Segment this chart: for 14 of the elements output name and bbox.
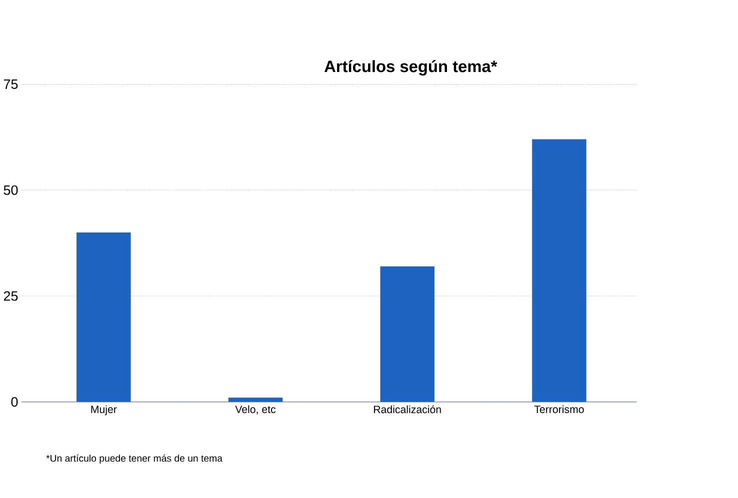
- y-tick-label: 75: [4, 80, 18, 90]
- y-tick-label: 0: [11, 397, 18, 407]
- x-tick-label: Velo, etc: [235, 405, 276, 414]
- x-tick-label: Terrorismo: [534, 405, 584, 414]
- text: *Un artículo puede tener más de un tema: [46, 454, 222, 464]
- chart-title: Artículos según tema*: [324, 60, 498, 76]
- bar: [228, 398, 283, 402]
- y-tick-label: 25: [4, 291, 18, 301]
- x-tick-label: Radicalización: [374, 405, 441, 414]
- bar: [380, 266, 434, 402]
- y-tick-label: 50: [4, 185, 18, 196]
- x-tick-label: Mujer: [91, 405, 117, 416]
- bar: [532, 139, 586, 402]
- bar: [76, 232, 131, 402]
